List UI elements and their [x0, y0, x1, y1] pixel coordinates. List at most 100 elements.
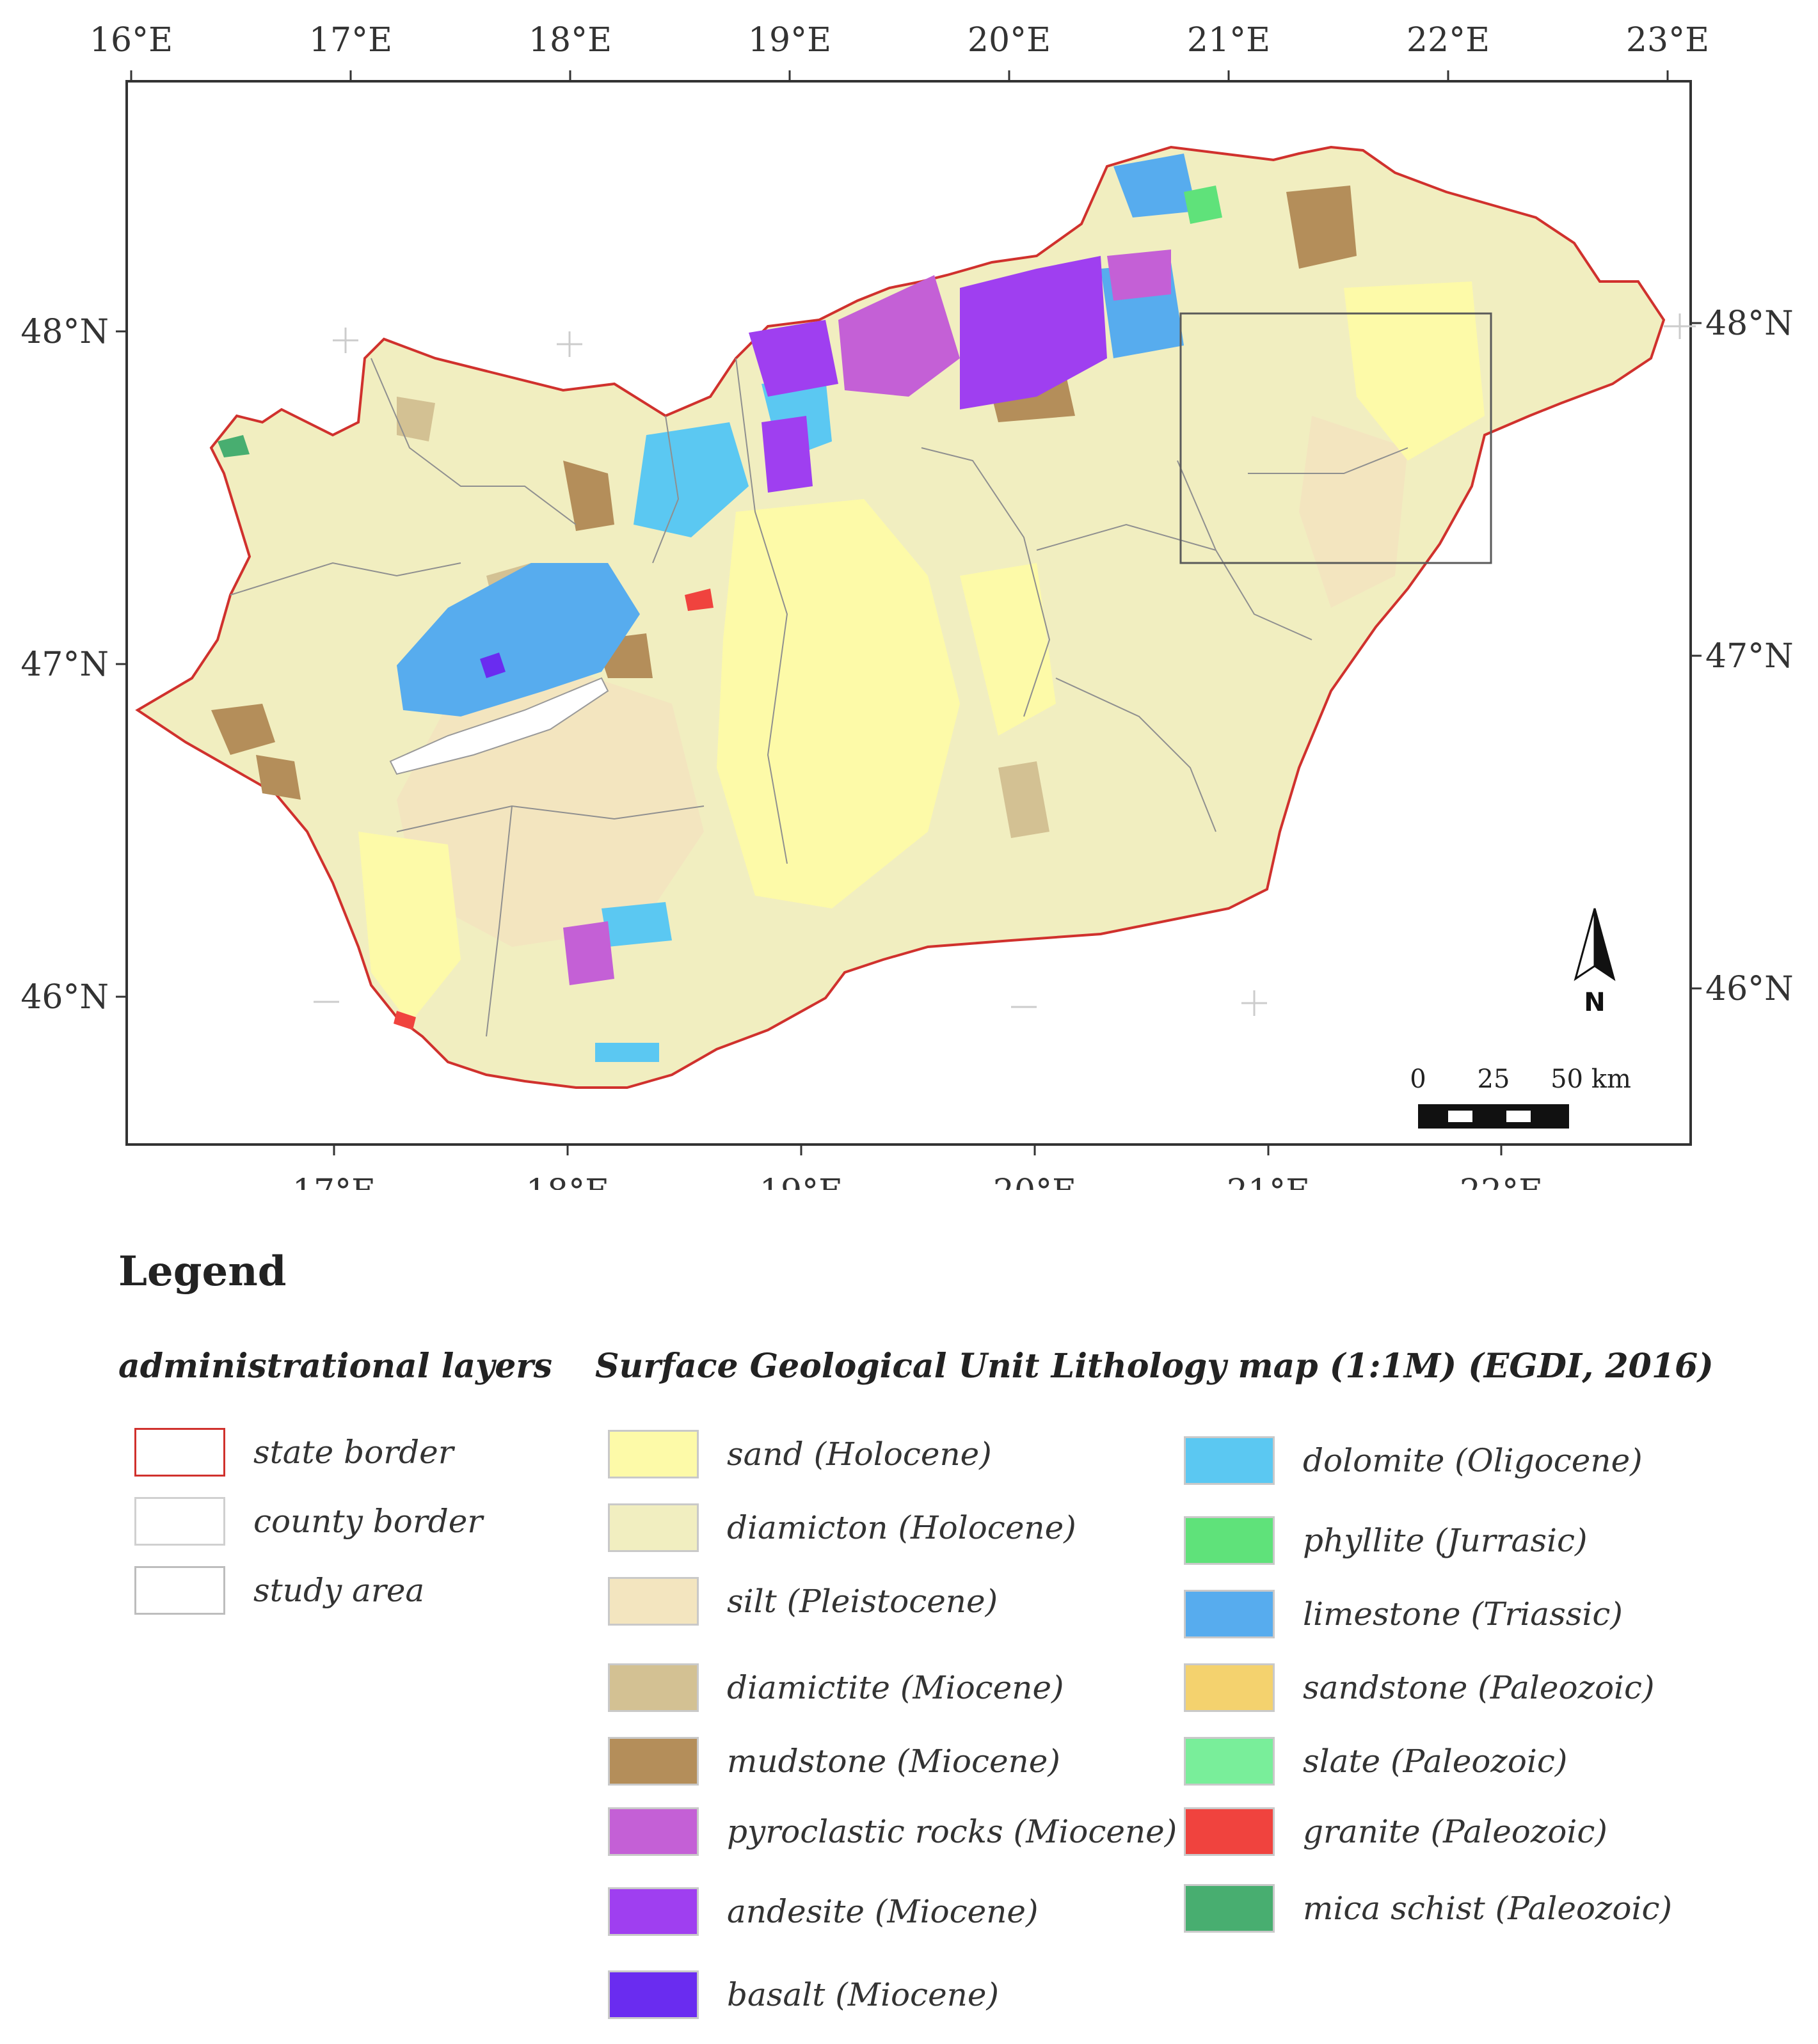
scale-label-50: 50 km: [1551, 1065, 1631, 1094]
lithology-swatch: [1184, 1884, 1275, 1933]
silt-patch: [1299, 416, 1408, 608]
lon-label-top: 19°E: [748, 21, 831, 59]
scale-bar: 0 25 50 km: [1410, 1065, 1631, 1129]
lon-label-bottom: 17°E: [292, 1173, 376, 1190]
legend-label: limestone (Triassic): [1303, 1596, 1623, 1633]
granite-patch: [685, 589, 714, 611]
legend-label: sand (Holocene): [727, 1436, 992, 1473]
lithology-swatch: [608, 1807, 699, 1856]
legend-label: sandstone (Paleozoic): [1303, 1669, 1655, 1706]
legend-label: silt (Pleistocene): [727, 1583, 998, 1620]
scale-label-25: 25: [1478, 1065, 1510, 1094]
legend-label: andesite (Miocene): [727, 1893, 1039, 1930]
lithology-swatch: [608, 1430, 699, 1478]
pyroclastic-patch: [838, 275, 960, 397]
andesite-patch: [761, 416, 813, 493]
legend-item-lithology: silt (Pleistocene): [608, 1577, 998, 1626]
mudstone-patch: [1286, 186, 1357, 269]
sand-patch: [358, 832, 461, 1024]
legend-title: Legend: [118, 1248, 287, 1295]
lon-label-bottom: 22°E: [1460, 1173, 1543, 1190]
county-borders: [230, 358, 1408, 1037]
mudstone-patch: [211, 704, 275, 755]
lake-balaton: [389, 677, 609, 775]
mudstone-patch: [256, 755, 301, 800]
lithology-swatch: [608, 1503, 699, 1552]
andesite-patch: [960, 256, 1107, 409]
legend-label: basalt (Miocene): [727, 1976, 999, 2013]
dolomite-patch: [595, 1043, 659, 1062]
legend-label: granite (Paleozoic): [1303, 1813, 1607, 1850]
legend-label: diamicton (Holocene): [727, 1509, 1076, 1546]
limestone-patch: [1113, 154, 1197, 218]
legend-label: study area: [253, 1572, 425, 1609]
legend-label: phyllite (Jurrasic): [1303, 1522, 1588, 1559]
legend-label: county border: [253, 1503, 483, 1540]
legend-item-lithology: limestone (Triassic): [1184, 1590, 1623, 1638]
legend-item-lithology: dolomite (Oligocene): [1184, 1436, 1643, 1485]
sand-patch: [1344, 281, 1485, 461]
lon-label-top: 23°E: [1626, 21, 1709, 59]
dolomite-patch: [634, 422, 749, 537]
north-arrow-icon: N: [1574, 908, 1616, 1017]
legend-item-lithology: slate (Paleozoic): [1184, 1737, 1567, 1786]
geo-layers-title: Surface Geological Unit Lithology map (1…: [595, 1347, 1714, 1386]
lon-label-top: 20°E: [968, 21, 1051, 59]
lon-label-top: 21°E: [1187, 21, 1270, 59]
study-area-swatch: [134, 1566, 225, 1615]
legend-item-state-border: state border: [134, 1428, 454, 1477]
study-area-outline: [1179, 312, 1492, 564]
state-border-swatch: [134, 1428, 225, 1477]
pyroclastic-patch: [1107, 250, 1171, 301]
phyllite-patch: [1184, 186, 1222, 224]
legend-item-lithology: diamictite (Miocene): [608, 1663, 1064, 1712]
lithology-swatch: [1184, 1737, 1275, 1786]
mudstone-patch: [563, 461, 614, 531]
lon-label-top: 18°E: [529, 21, 612, 59]
lon-label-bottom: 19°E: [760, 1173, 843, 1190]
legend-item-lithology: phyllite (Jurrasic): [1184, 1516, 1588, 1565]
legend-label: diamictite (Miocene): [727, 1669, 1064, 1706]
admin-layers-title: administrational layers: [118, 1347, 553, 1386]
legend-item-lithology: sandstone (Paleozoic): [1184, 1663, 1655, 1712]
diamictite-patch: [397, 397, 435, 441]
legend-item-lithology: mudstone (Miocene): [608, 1737, 1060, 1786]
scale-label-0: 0: [1410, 1065, 1426, 1094]
lithology-swatch: [608, 1970, 699, 2019]
legend-label: state border: [253, 1434, 454, 1471]
frame-ticks: [116, 70, 1702, 1155]
lon-label-top: 22°E: [1407, 21, 1490, 59]
legend-item-study-area: study area: [134, 1566, 424, 1615]
lithology-swatch: [1184, 1590, 1275, 1638]
legend-label: pyroclastic rocks (Miocene): [727, 1813, 1177, 1850]
legend-item-lithology: andesite (Miocene): [608, 1887, 1039, 1936]
lithology-swatch: [1184, 1663, 1275, 1712]
lithology-swatch: [1184, 1516, 1275, 1565]
lithology-swatch: [608, 1577, 699, 1626]
legend-item-lithology: sand (Holocene): [608, 1430, 992, 1478]
lat-label-left: 47°N: [20, 646, 109, 684]
diamictite-patch: [998, 761, 1049, 838]
lat-label-left: 46°N: [20, 978, 109, 1017]
lithology-swatch: [1184, 1807, 1275, 1856]
basalt-patch: [480, 653, 506, 678]
geological-map: 16°E 17°E 18°E 19°E 20°E 21°E 22°E 23°E …: [20, 21, 1794, 1190]
legend-label: dolomite (Oligocene): [1303, 1442, 1643, 1479]
legend-item-lithology: mica schist (Paleozoic): [1184, 1884, 1672, 1933]
legend-item-lithology: basalt (Miocene): [608, 1970, 999, 2019]
legend-label: mica schist (Paleozoic): [1303, 1890, 1672, 1927]
lat-label-right: 48°N: [1705, 305, 1794, 343]
granite-patch: [394, 1011, 416, 1030]
dolomite-patch: [602, 902, 672, 947]
lat-label-left: 48°N: [20, 313, 109, 351]
lon-label-bottom: 18°E: [526, 1173, 609, 1190]
legend-item-county-border: county border: [134, 1497, 482, 1546]
lon-label-bottom: 21°E: [1227, 1173, 1310, 1190]
north-label: N: [1584, 988, 1605, 1017]
mica-schist-patch: [218, 435, 250, 457]
lat-label-right: 46°N: [1705, 970, 1794, 1008]
legend-label: slate (Paleozoic): [1303, 1743, 1568, 1780]
lat-label-right: 47°N: [1705, 637, 1794, 676]
county-border-swatch: [134, 1497, 225, 1546]
graticule-crosses: [314, 313, 1696, 1016]
